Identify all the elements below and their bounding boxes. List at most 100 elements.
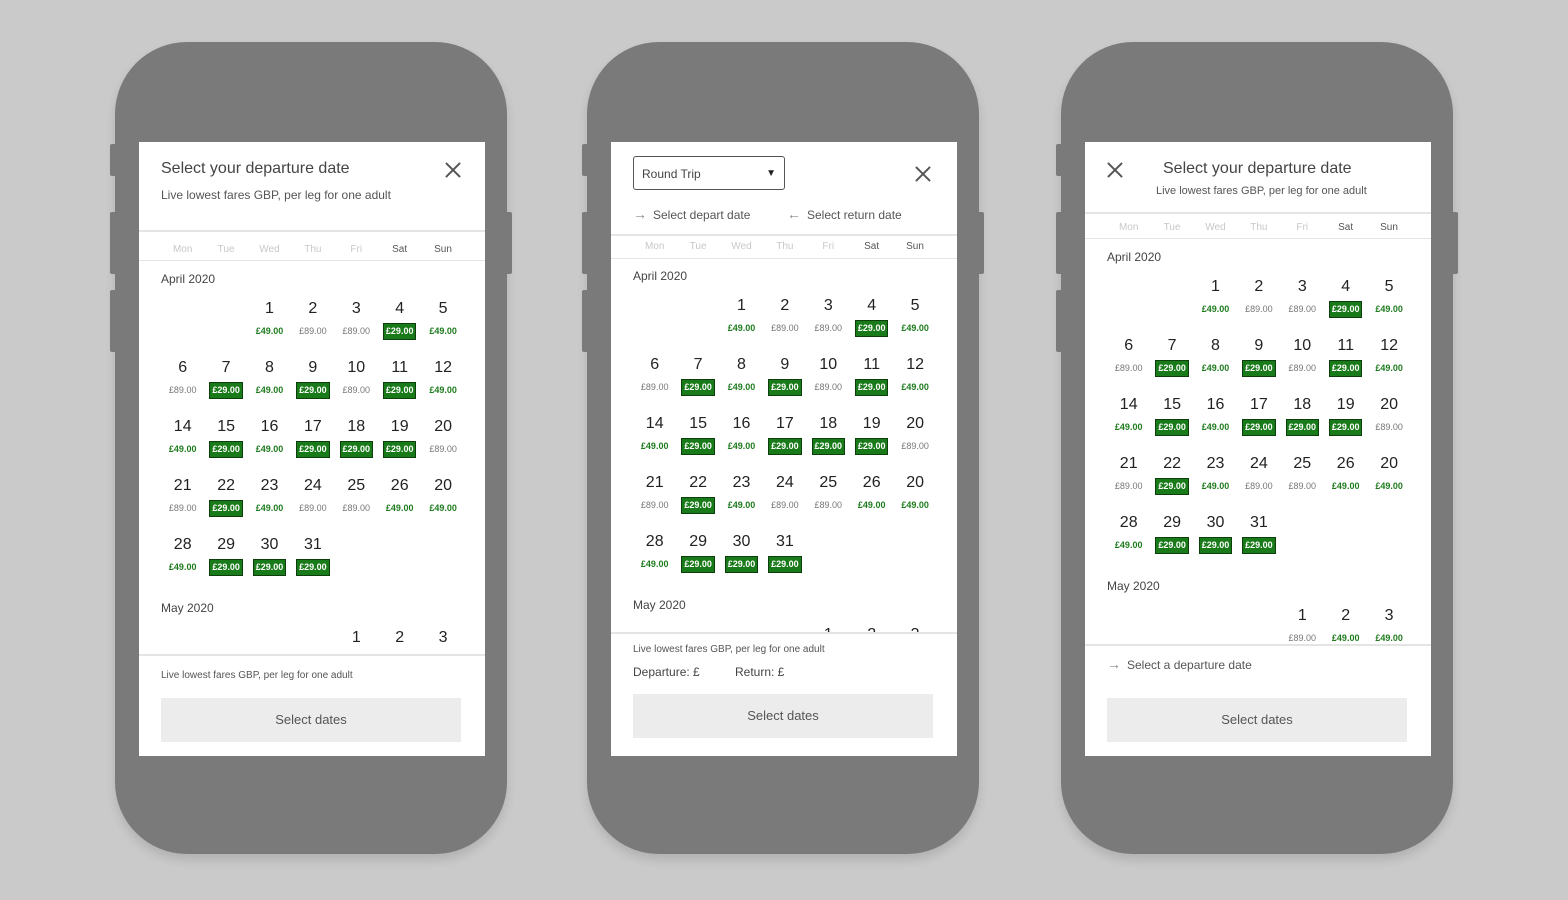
calendar-day[interactable]: 17 £29.00 [1237, 396, 1280, 436]
calendar-day[interactable]: 29 £29.00 [204, 536, 247, 576]
calendar-day[interactable]: 15 £29.00 [676, 415, 719, 455]
calendar-day[interactable]: 10 £89.00 [1281, 337, 1324, 376]
calendar-day[interactable]: 22 £29.00 [1150, 455, 1193, 495]
calendar-day[interactable]: 5 £49.00 [893, 297, 936, 336]
calendar-day[interactable]: 8 £49.00 [248, 359, 291, 398]
calendar-day[interactable]: 28 £49.00 [1107, 514, 1150, 553]
calendar-day[interactable]: 19 £29.00 [1324, 396, 1367, 436]
calendar-day[interactable]: 8 £49.00 [720, 356, 763, 395]
calendar-day[interactable]: 11 £29.00 [1324, 337, 1367, 377]
calendar-day[interactable]: 23 £49.00 [248, 477, 291, 516]
calendar-day[interactable]: 1 £49.00 [1194, 278, 1237, 317]
calendar-day[interactable]: 20 £89.00 [893, 415, 936, 454]
calendar-day[interactable]: 30 £29.00 [720, 533, 763, 573]
calendar-day[interactable]: 11 £29.00 [378, 359, 421, 399]
calendar-day[interactable]: 17 £29.00 [763, 415, 806, 455]
calendar-day[interactable]: 18 £29.00 [335, 418, 378, 458]
calendar-day[interactable]: 24 £89.00 [763, 474, 806, 513]
calendar-day[interactable]: 6 £89.00 [161, 359, 204, 398]
calendar-day[interactable]: 12 £49.00 [421, 359, 464, 398]
calendar-day[interactable]: 30 £29.00 [248, 536, 291, 576]
calendar-day[interactable]: 21 £89.00 [161, 477, 204, 516]
calendar-day[interactable]: 25 £89.00 [1281, 455, 1324, 494]
calendar-day[interactable]: 7 £29.00 [676, 356, 719, 396]
calendar-day[interactable]: 31 £29.00 [1237, 514, 1280, 554]
calendar-day[interactable]: 18 £29.00 [807, 415, 850, 455]
calendar-day[interactable]: 19 £29.00 [378, 418, 421, 458]
calendar-day[interactable]: 20 £49.00 [893, 474, 936, 513]
calendar-day[interactable]: 23 £49.00 [1194, 455, 1237, 494]
select-dates-button[interactable]: Select dates [1107, 698, 1407, 742]
calendar-day[interactable]: 15 £29.00 [204, 418, 247, 458]
calendar-day[interactable]: 12 £49.00 [893, 356, 936, 395]
calendar-day[interactable]: 6 £89.00 [633, 356, 676, 395]
calendar-day[interactable]: 1 £89.00 [1281, 607, 1324, 646]
calendar-day[interactable]: 23 £49.00 [720, 474, 763, 513]
calendar-day[interactable]: 14 £49.00 [161, 418, 204, 457]
calendar-day[interactable]: 2 £89.00 [1237, 278, 1280, 317]
calendar-day[interactable]: 3 £49.00 [1367, 607, 1410, 646]
calendar-day[interactable]: 28 £49.00 [161, 536, 204, 575]
calendar-day[interactable]: 4 £29.00 [850, 297, 893, 337]
calendar-day[interactable]: 29 £29.00 [1150, 514, 1193, 554]
calendar-day[interactable]: 9 £29.00 [291, 359, 334, 399]
calendar-day[interactable]: 26 £49.00 [1324, 455, 1367, 494]
calendar-day[interactable]: 24 £89.00 [1237, 455, 1280, 494]
calendar-day[interactable]: 28 £49.00 [633, 533, 676, 572]
trip-type-select[interactable]: Round Trip ▼ [633, 156, 785, 190]
calendar-day[interactable]: 26 £49.00 [850, 474, 893, 513]
calendar-day[interactable]: 5 £49.00 [1367, 278, 1410, 317]
calendar-day[interactable]: 15 £29.00 [1150, 396, 1193, 436]
calendar-day[interactable]: 20 £89.00 [421, 418, 464, 457]
calendar-day[interactable]: 3 £89.00 [335, 300, 378, 339]
calendar-day[interactable]: 18 £29.00 [1281, 396, 1324, 436]
calendar-day[interactable]: 16 £49.00 [720, 415, 763, 454]
calendar-day[interactable]: 2 £89.00 [291, 300, 334, 339]
calendar-day[interactable]: 9 £29.00 [1237, 337, 1280, 377]
calendar-day[interactable]: 20 £89.00 [1367, 396, 1410, 435]
calendar-day[interactable]: 1 £49.00 [248, 300, 291, 339]
close-icon[interactable] [443, 160, 463, 180]
calendar-day[interactable]: 29 £29.00 [676, 533, 719, 573]
return-date-step[interactable]: ← Select return date [787, 206, 902, 222]
calendar-day[interactable]: 17 £29.00 [291, 418, 334, 458]
calendar-day[interactable]: 10 £89.00 [807, 356, 850, 395]
calendar-day[interactable]: 2 £49.00 [1324, 607, 1367, 646]
calendar-day[interactable]: 24 £89.00 [291, 477, 334, 516]
calendar-day[interactable]: 14 £49.00 [1107, 396, 1150, 435]
calendar-day[interactable]: 5 £49.00 [421, 300, 464, 339]
calendar-day[interactable]: 3 £89.00 [807, 297, 850, 336]
calendar-day[interactable]: 2 £89.00 [763, 297, 806, 336]
calendar-day[interactable]: 31 £29.00 [291, 536, 334, 576]
calendar-day[interactable]: 16 £49.00 [1194, 396, 1237, 435]
calendar-day[interactable]: 7 £29.00 [204, 359, 247, 399]
select-dates-button[interactable]: Select dates [633, 694, 933, 738]
depart-date-step[interactable]: → Select depart date [633, 206, 750, 222]
close-icon[interactable] [1105, 160, 1125, 180]
calendar-day[interactable]: 14 £49.00 [633, 415, 676, 454]
calendar-day[interactable]: 16 £49.00 [248, 418, 291, 457]
calendar-day[interactable]: 4 £29.00 [1324, 278, 1367, 318]
calendar-day[interactable]: 22 £29.00 [676, 474, 719, 514]
calendar-day[interactable]: 8 £49.00 [1194, 337, 1237, 376]
calendar-day[interactable]: 9 £29.00 [763, 356, 806, 396]
calendar-day[interactable]: 25 £89.00 [335, 477, 378, 516]
select-dates-button[interactable]: Select dates [161, 698, 461, 742]
calendar-day[interactable]: 21 £89.00 [633, 474, 676, 513]
calendar-day[interactable]: 1 £49.00 [720, 297, 763, 336]
calendar-day[interactable]: 12 £49.00 [1367, 337, 1410, 376]
calendar-day[interactable]: 7 £29.00 [1150, 337, 1193, 377]
close-icon[interactable] [913, 164, 933, 184]
calendar-day[interactable]: 10 £89.00 [335, 359, 378, 398]
calendar-day[interactable]: 19 £29.00 [850, 415, 893, 455]
calendar-day[interactable]: 6 £89.00 [1107, 337, 1150, 376]
calendar-day[interactable]: 20 £49.00 [1367, 455, 1410, 494]
calendar-day[interactable]: 4 £29.00 [378, 300, 421, 340]
calendar-day[interactable]: 25 £89.00 [807, 474, 850, 513]
calendar-day[interactable]: 31 £29.00 [763, 533, 806, 573]
calendar-day[interactable]: 26 £49.00 [378, 477, 421, 516]
calendar-day[interactable]: 21 £89.00 [1107, 455, 1150, 494]
calendar-day[interactable]: 11 £29.00 [850, 356, 893, 396]
calendar-day[interactable]: 30 £29.00 [1194, 514, 1237, 554]
calendar-day[interactable]: 20 £49.00 [421, 477, 464, 516]
